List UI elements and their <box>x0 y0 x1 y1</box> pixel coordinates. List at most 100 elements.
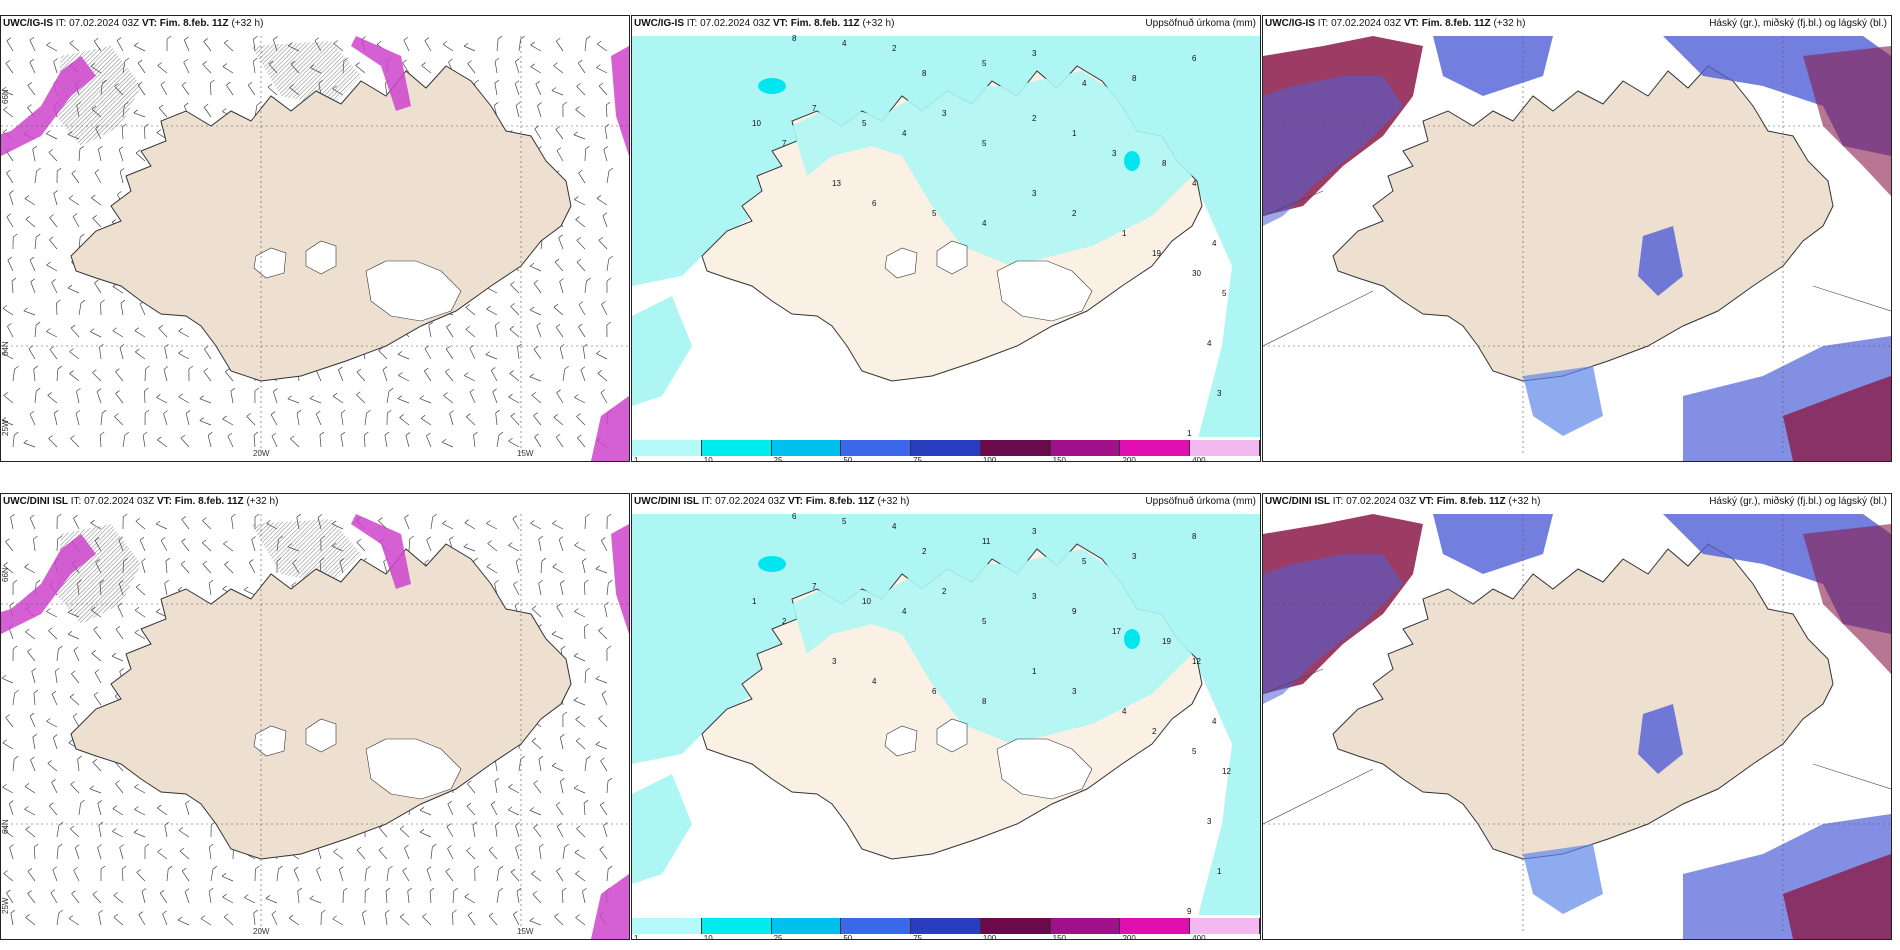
wind-barb <box>73 870 80 882</box>
wind-barb <box>78 237 81 250</box>
wind-barb <box>553 417 564 426</box>
precip-value: 5 <box>1222 289 1227 298</box>
map-panel-precip-bottom: UWC/DINI ISL IT: 07.02.2024 03Z VT: Fim.… <box>631 493 1261 940</box>
wind-barb-tick <box>139 536 145 541</box>
map-panel-wind-bottom: UWC/DINI ISL IT: 07.02.2024 03Z VT: Fim.… <box>0 493 630 940</box>
wind-barb <box>551 633 564 640</box>
low-cloud <box>1638 226 1683 296</box>
wind-barb <box>426 539 432 552</box>
wind-barb <box>578 304 586 316</box>
wind-barb <box>356 542 366 552</box>
precip-value: 5 <box>982 617 987 626</box>
wind-barb <box>580 369 586 382</box>
wind-barb-tick <box>180 434 186 439</box>
wind-barb <box>25 631 36 640</box>
wind-barb <box>464 522 476 530</box>
wind-barb-tick <box>529 262 535 267</box>
wind-barb-tick <box>531 605 537 610</box>
wind-barb <box>89 788 102 794</box>
precip-value: 7 <box>812 582 817 591</box>
precip-value: 5 <box>1192 747 1197 756</box>
wind-barb <box>575 873 586 882</box>
wind-barb <box>574 611 586 618</box>
wind-barb <box>6 40 14 52</box>
wind-barb-tick <box>537 102 542 106</box>
wind-barb <box>487 543 498 552</box>
wind-barb <box>5 717 14 728</box>
precip-value: 2 <box>1152 727 1157 736</box>
wind-barb-tick <box>222 585 227 590</box>
wind-barb-tick <box>188 365 194 370</box>
wind-barb <box>517 347 520 360</box>
wind-barb <box>135 152 146 162</box>
wind-barb <box>46 44 58 52</box>
wind-barb <box>184 891 190 904</box>
wind-barb <box>555 129 564 140</box>
map-panel-wind-top: UWC/IG-IS IT: 07.02.2024 03Z VT: Fim. 8.… <box>0 15 630 462</box>
wind-barb-tick <box>586 755 591 760</box>
wind-barb-tick <box>293 866 299 871</box>
wind-barb <box>363 434 366 448</box>
wind-barb-tick <box>225 368 230 372</box>
colorbar-tick-label: 10 <box>703 456 713 462</box>
wind-barb-tick <box>222 63 228 67</box>
wind-barb <box>466 805 476 816</box>
wind-barb-tick <box>135 149 141 154</box>
wind-barb-tick <box>606 645 612 650</box>
wind-barb <box>404 847 410 860</box>
wind-barb <box>247 84 256 96</box>
wind-barb <box>32 149 36 162</box>
wind-barb <box>99 347 102 360</box>
wind-barb-tick <box>32 145 37 150</box>
wind-barb-tick <box>600 389 606 393</box>
wind-barb-tick <box>48 627 53 631</box>
wind-barb <box>91 653 102 662</box>
wind-barb <box>270 414 278 426</box>
wind-barb-tick <box>356 391 361 396</box>
high-cloud <box>1803 46 1891 196</box>
wind-barb-tick <box>24 195 30 199</box>
wind-barb-tick <box>529 917 534 922</box>
wind-barb-tick <box>513 581 518 585</box>
wind-barb <box>246 416 256 426</box>
wind-barb <box>596 67 608 74</box>
wind-barb-tick <box>163 366 169 370</box>
wind-barb <box>600 392 608 404</box>
precip-value: 5 <box>982 139 987 148</box>
wind-barb <box>529 810 542 816</box>
wind-barb <box>97 847 102 860</box>
precip-value: 4 <box>1212 717 1217 726</box>
wind-barb <box>398 375 410 382</box>
wind-barb <box>576 416 586 426</box>
wind-barb <box>53 413 58 426</box>
wind-barb-tick <box>515 558 521 562</box>
wind-barb-tick <box>56 167 62 172</box>
wind-barb <box>530 523 542 530</box>
colorbar-tick-label: 1 <box>634 456 639 462</box>
precip-value: 1 <box>1072 129 1077 138</box>
wind-barb-tick <box>494 777 500 782</box>
wind-barb-tick <box>6 37 12 41</box>
wind-barb-tick <box>338 366 343 371</box>
wind-barb <box>34 391 37 404</box>
wind-barb <box>67 633 80 640</box>
precip-value: 3 <box>1207 817 1212 826</box>
wind-barb-tick <box>513 911 518 915</box>
wind-barb <box>202 64 212 74</box>
colorbar-swatch <box>911 440 981 456</box>
wind-barb <box>29 413 36 426</box>
wind-barb-tick <box>102 409 107 414</box>
wind-barb <box>496 891 500 904</box>
wind-barb <box>584 671 587 684</box>
wind-barb-tick <box>202 61 207 65</box>
wind-barb-tick <box>202 560 208 565</box>
wind-barb <box>70 327 80 338</box>
wind-barb-tick <box>573 131 578 136</box>
wind-barb-tick <box>474 865 479 870</box>
wind-barb-tick <box>557 823 562 827</box>
wind-barb-tick <box>404 844 409 849</box>
mid-cloud <box>1523 366 1603 436</box>
wind-barb-tick <box>317 514 323 518</box>
wind-barb-tick <box>50 889 55 894</box>
wind-barb <box>452 912 454 926</box>
